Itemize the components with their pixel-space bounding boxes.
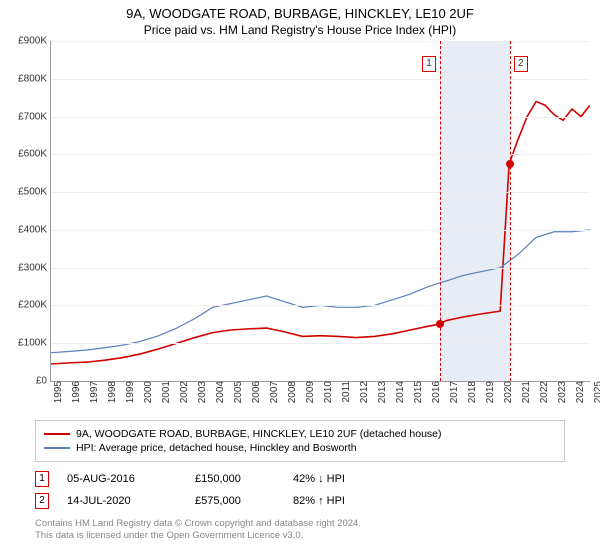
x-axis-label: 2019: [483, 381, 496, 403]
legend-row: 9A, WOODGATE ROAD, BURBAGE, HINCKLEY, LE…: [44, 427, 556, 441]
chart-plot-area: £0£100K£200K£300K£400K£500K£600K£700K£80…: [50, 41, 590, 382]
legend-box: 9A, WOODGATE ROAD, BURBAGE, HINCKLEY, LE…: [35, 420, 565, 462]
y-axis-label: £100K: [18, 338, 51, 349]
x-axis-label: 2015: [411, 381, 424, 403]
sale-date: 14-JUL-2020: [67, 495, 177, 507]
legend-label: HPI: Average price, detached house, Hinc…: [76, 442, 357, 454]
x-axis-label: 2014: [393, 381, 406, 403]
x-axis-label: 2025: [591, 381, 600, 403]
x-axis-label: 1996: [69, 381, 82, 403]
y-axis-label: £0: [36, 376, 51, 387]
sale-dot: [506, 160, 514, 168]
x-axis-label: 2000: [141, 381, 154, 403]
sale-num: 1: [35, 471, 49, 487]
x-axis-label: 2006: [249, 381, 262, 403]
x-axis-label: 2003: [195, 381, 208, 403]
x-axis-label: 2002: [177, 381, 190, 403]
x-axis-label: 1997: [87, 381, 100, 403]
chart-container: 9A, WOODGATE ROAD, BURBAGE, HINCKLEY, LE…: [0, 0, 600, 560]
y-axis-label: £600K: [18, 149, 51, 160]
sale-pct: 82% ↑ HPI: [293, 495, 383, 507]
sale-vline: [440, 41, 441, 381]
x-axis-label: 2024: [573, 381, 586, 403]
x-axis-label: 2021: [519, 381, 532, 403]
sale-price: £575,000: [195, 495, 275, 507]
footer-line-1: Contains HM Land Registry data © Crown c…: [35, 518, 565, 530]
x-axis-label: 2017: [447, 381, 460, 403]
x-axis-label: 2012: [357, 381, 370, 403]
x-axis-label: 2007: [267, 381, 280, 403]
y-axis-label: £800K: [18, 73, 51, 84]
x-axis-label: 2004: [213, 381, 226, 403]
sale-row: 2 14-JUL-2020 £575,000 82% ↑ HPI: [35, 490, 565, 512]
y-axis-label: £400K: [18, 224, 51, 235]
x-axis-label: 1995: [51, 381, 64, 403]
sale-marker-box: 1: [422, 56, 436, 72]
legend-row: HPI: Average price, detached house, Hinc…: [44, 441, 556, 455]
legend-swatch: [44, 447, 70, 449]
x-axis-label: 2018: [465, 381, 478, 403]
footer-line-2: This data is licensed under the Open Gov…: [35, 530, 565, 542]
x-axis-label: 2016: [429, 381, 442, 403]
y-axis-label: £500K: [18, 187, 51, 198]
footer-attribution: Contains HM Land Registry data © Crown c…: [35, 518, 565, 543]
x-axis-label: 2023: [555, 381, 568, 403]
sale-pct: 42% ↓ HPI: [293, 473, 383, 485]
chart-subtitle: Price paid vs. HM Land Registry's House …: [0, 21, 600, 41]
y-axis-label: £900K: [18, 36, 51, 47]
x-axis-label: 1998: [105, 381, 118, 403]
x-axis-label: 2001: [159, 381, 172, 403]
sale-date: 05-AUG-2016: [67, 473, 177, 485]
x-axis-label: 2022: [537, 381, 550, 403]
x-axis-label: 2020: [501, 381, 514, 403]
sales-table: 1 05-AUG-2016 £150,000 42% ↓ HPI 2 14-JUL-202…: [35, 468, 565, 512]
x-axis-label: 2009: [303, 381, 316, 403]
sale-row: 1 05-AUG-2016 £150,000 42% ↓ HPI: [35, 468, 565, 490]
x-axis-label: 2005: [231, 381, 244, 403]
y-axis-label: £200K: [18, 300, 51, 311]
sale-marker-box: 2: [514, 56, 528, 72]
sale-vline: [510, 41, 511, 381]
x-axis-label: 2011: [339, 381, 352, 403]
x-axis-label: 2013: [375, 381, 388, 403]
sale-num: 2: [35, 493, 49, 509]
sale-dot: [436, 320, 444, 328]
y-axis-label: £700K: [18, 111, 51, 122]
legend-label: 9A, WOODGATE ROAD, BURBAGE, HINCKLEY, LE…: [76, 428, 442, 440]
legend-swatch: [44, 433, 70, 435]
chart-title: 9A, WOODGATE ROAD, BURBAGE, HINCKLEY, LE…: [0, 0, 600, 21]
x-axis-label: 2010: [321, 381, 334, 403]
x-axis-label: 2008: [285, 381, 298, 403]
sale-price: £150,000: [195, 473, 275, 485]
x-axis-label: 1999: [123, 381, 136, 403]
y-axis-label: £300K: [18, 262, 51, 273]
